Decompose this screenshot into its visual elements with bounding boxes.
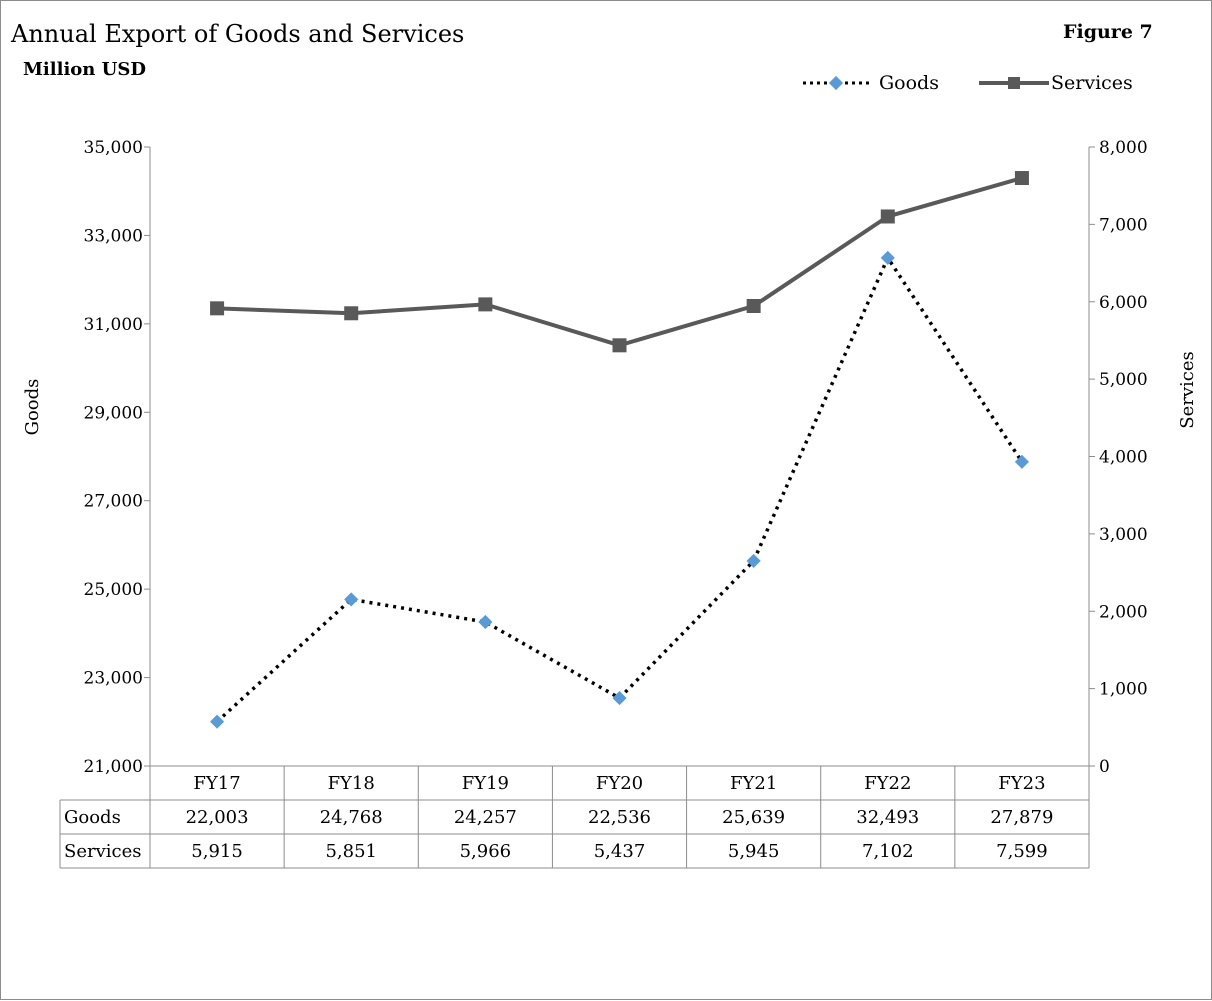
table-cell-value: 32,493 [856,807,919,828]
y-left-axis-title: Goods [22,379,43,436]
table-cell-value: 22,003 [186,807,249,828]
y-left-tick-label: 29,000 [84,403,143,423]
chart-title: Annual Export of Goods and Services [11,20,465,48]
services-data-point [612,338,627,353]
table-cell-value: 5,966 [460,841,512,862]
x-category-label: FY21 [730,773,777,794]
table-cell-value: 25,639 [722,807,785,828]
table-cell-value: 27,879 [990,807,1053,828]
y-right-tick-label: 8,000 [1099,138,1148,158]
y-right-tick-label: 2,000 [1099,602,1148,622]
goods-data-point [612,691,627,706]
table-cell-value: 24,768 [320,807,383,828]
y-left-tick-label: 31,000 [84,315,143,335]
y-right-tick-label: 0 [1099,757,1110,777]
y-right-tick-label: 6,000 [1099,293,1148,313]
x-category-label: FY20 [596,773,643,794]
y-right-tick-label: 4,000 [1099,448,1148,468]
legend-goods-swatch [803,75,871,91]
x-category-label: FY22 [864,773,911,794]
chart-subtitle: Million USD [23,59,146,80]
x-category-label: FY17 [193,773,240,794]
legend-goods-label: Goods [879,72,939,94]
table-row-header: Goods [64,807,121,828]
services-data-point [880,209,895,224]
x-category-label: FY18 [328,773,375,794]
goods-data-point [1014,454,1029,469]
goods-data-point [210,714,225,729]
y-left-tick-label: 25,000 [84,580,143,600]
goods-data-point [746,553,761,568]
x-category-label: FY19 [462,773,509,794]
services-data-point [1014,171,1029,186]
legend-services-swatch [979,77,1049,89]
y-right-tick-label: 3,000 [1099,525,1148,545]
y-left-tick-label: 33,000 [84,226,143,246]
y-right-tick-label: 5,000 [1099,370,1148,390]
y-right-tick-label: 1,000 [1099,680,1148,700]
y-left-tick-label: 23,000 [84,669,143,689]
y-left-tick-label: 21,000 [84,757,143,777]
goods-data-point [344,592,359,607]
table-cell-value: 5,851 [325,841,377,862]
table-cell-value: 5,945 [728,841,780,862]
table-cell-value: 24,257 [454,807,517,828]
table-cell-value: 7,599 [996,841,1048,862]
table-cell-value: 7,102 [862,841,914,862]
table-row-header: Services [64,841,141,862]
table-cell-value: 22,536 [588,807,651,828]
figure-label: Figure 7 [1063,21,1153,43]
y-right-tick-label: 7,000 [1099,215,1148,235]
legend-services-label: Services [1051,72,1133,94]
services-data-point [746,299,761,314]
services-series-line [216,176,1023,348]
table-cell-value: 5,437 [594,841,646,862]
x-category-label: FY23 [998,773,1045,794]
y-right-axis-title: Services [1177,351,1198,428]
goods-series-line [215,254,1024,723]
goods-data-point [880,250,895,265]
services-data-point [344,306,359,321]
table-cell-value: 5,915 [191,841,243,862]
y-left-tick-label: 35,000 [84,138,143,158]
services-data-point [478,297,493,312]
goods-data-point [478,614,493,630]
y-left-tick-label: 27,000 [84,492,143,512]
services-data-point [210,301,225,316]
